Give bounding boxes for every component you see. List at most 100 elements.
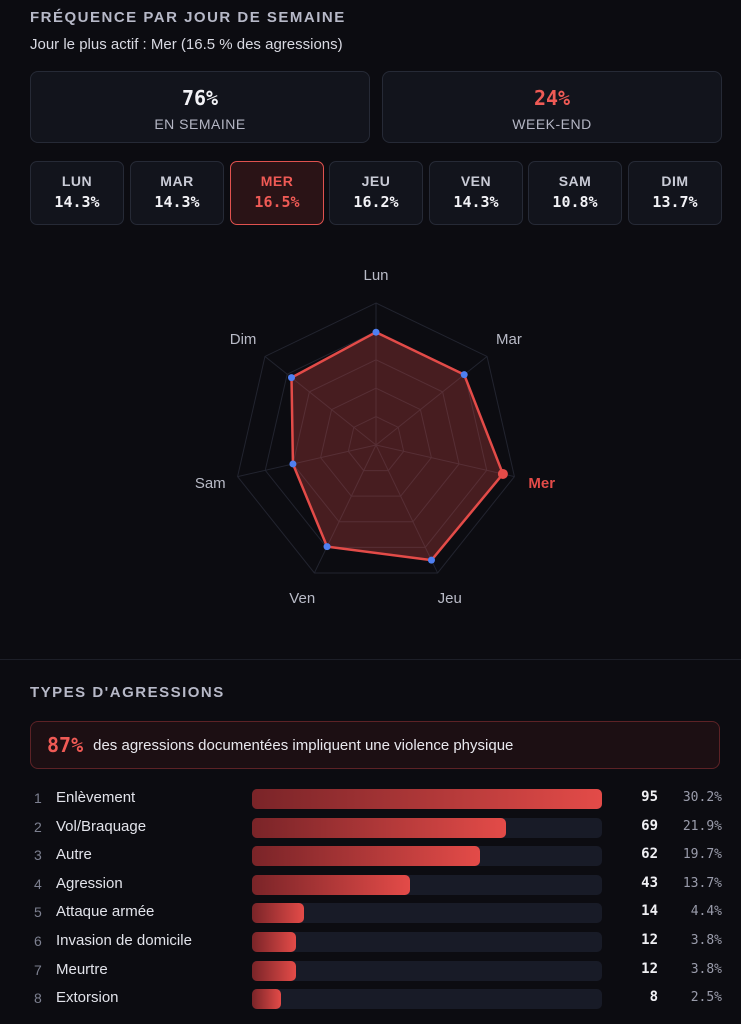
radar-grid-ring [320,387,432,497]
weekend-share-value: 24% [533,86,571,110]
most-active-day-subtitle: Jour le plus actif : Mer (16.5 % des agr… [30,36,343,53]
type-bar-track [252,789,602,809]
radar-point-mar [460,371,468,379]
physical-violence-callout: 87% des agressions documentées impliquen… [30,721,720,769]
aggression-type-row: 3 Autre 62 19.7% [0,845,741,867]
type-bar-track [252,960,602,981]
type-bar-track [252,874,602,895]
radar-axis-line [375,444,439,574]
day-card-lun[interactable]: LUN 14.3% [30,161,124,225]
type-rank: 3 [34,847,42,864]
aggression-type-row: 5 Attaque armée 14 4.4% [0,902,741,924]
day-card-label: MER [260,173,294,189]
type-percent: 3.8% [690,933,722,948]
types-section-title: TYPES D'AGRESSIONS [30,684,225,701]
radar-label-mer: Mer [528,475,555,492]
radar-grid-ring [264,330,488,548]
day-card-ven[interactable]: VEN 14.3% [429,161,523,225]
radar-point-lun [372,328,380,336]
type-name: Attaque armée [56,903,155,921]
type-bar-track [252,989,602,1010]
type-rank: 6 [34,933,42,949]
day-card-mar[interactable]: MAR 14.3% [130,161,224,225]
type-percent: 13.7% [682,875,722,891]
day-card-mer[interactable]: MER 16.5% [230,161,324,225]
type-bar-fill [252,817,507,838]
weekday-share-value: 76% [181,86,219,110]
type-percent: 30.2% [682,790,722,805]
callout-value: 87% [47,733,84,757]
aggression-type-row: 4 Agression 43 13.7% [0,874,741,896]
type-count: 43 [641,874,658,891]
radar-label-sam: Sam [195,475,226,492]
day-card-value: 14.3% [453,193,499,211]
radar-axis-line [237,444,377,478]
day-card-value: 13.7% [652,193,698,211]
day-card-jeu[interactable]: JEU 16.2% [329,161,423,225]
type-name: Extorsion [56,989,119,1007]
aggression-type-row: 2 Vol/Braquage 69 21.9% [0,817,741,839]
weekend-share-card: 24% WEEK-END [382,71,722,143]
aggression-type-row: 1 Enlèvement 95 30.2% [0,788,741,810]
type-rank: 4 [34,875,42,892]
day-card-label: JEU [361,173,391,189]
type-percent: 2.5% [690,990,722,1006]
aggression-type-row: 8 Extorsion 8 2.5% [0,988,741,1010]
day-card-value: 14.3% [54,193,100,211]
radar-label-dim: Dim [230,331,257,348]
type-count: 14 [641,903,658,920]
type-bar-fill [252,903,304,924]
type-count: 95 [641,789,658,805]
type-count: 12 [641,932,658,948]
type-bar-fill [252,789,602,809]
aggression-type-row: 6 Invasion de domicile 12 3.8% [0,931,741,953]
type-bar-fill [252,960,297,981]
type-rank: 2 [34,818,42,835]
day-card-value: 10.8% [552,193,598,211]
day-card-value: 16.5% [254,193,300,211]
type-name: Invasion de domicile [56,932,192,949]
radar-label-lun: Lun [363,267,388,284]
type-bar-fill [252,846,481,867]
radar-axis-line [375,444,515,478]
type-count: 62 [641,846,658,863]
type-name: Autre [56,846,92,864]
radar-axis-line [264,356,377,446]
type-name: Vol/Braquage [56,817,147,835]
aggression-type-row: 7 Meurtre 12 3.8% [0,960,741,982]
radar-point-dim [288,374,296,382]
type-rank: 1 [34,790,42,806]
type-percent: 21.9% [682,818,722,834]
type-bar-track [252,817,602,838]
radar-series-area [290,330,505,562]
day-card-sam[interactable]: SAM 10.8% [528,161,622,225]
day-card-label: VEN [460,173,492,189]
type-name: Meurtre [56,960,108,978]
radar-axis-line [313,444,377,574]
radar-axis-line [375,356,488,446]
type-rank: 8 [34,990,42,1007]
weekday-section-title: FRÉQUENCE PAR JOUR DE SEMAINE [30,9,346,26]
day-card-label: MAR [160,173,194,189]
radar-grid-ring [347,416,405,472]
radar-point-mer [497,468,508,479]
section-divider [0,659,741,660]
type-rank: 5 [34,904,42,921]
type-percent: 3.8% [690,961,722,977]
type-bar-track [252,932,602,952]
type-name: Agression [56,874,123,892]
radar-point-ven [323,543,331,551]
callout-text: des agressions documentées impliquent un… [93,736,514,754]
type-name: Enlèvement [56,789,136,806]
type-bar-fill [252,874,411,895]
radar-label-ven: Ven [289,590,315,607]
weekday-radar-chart: Lun Mar Mer Jeu Ven Sam Dim [195,267,555,607]
day-card-value: 16.2% [353,193,399,211]
radar-grid-ring [237,302,515,574]
day-card-dim[interactable]: DIM 13.7% [628,161,722,225]
type-percent: 4.4% [690,904,722,920]
type-bar-fill [252,932,297,952]
radar-grid-ring [292,359,460,523]
radar-label-jeu: Jeu [438,590,462,607]
day-card-value: 14.3% [154,193,200,211]
